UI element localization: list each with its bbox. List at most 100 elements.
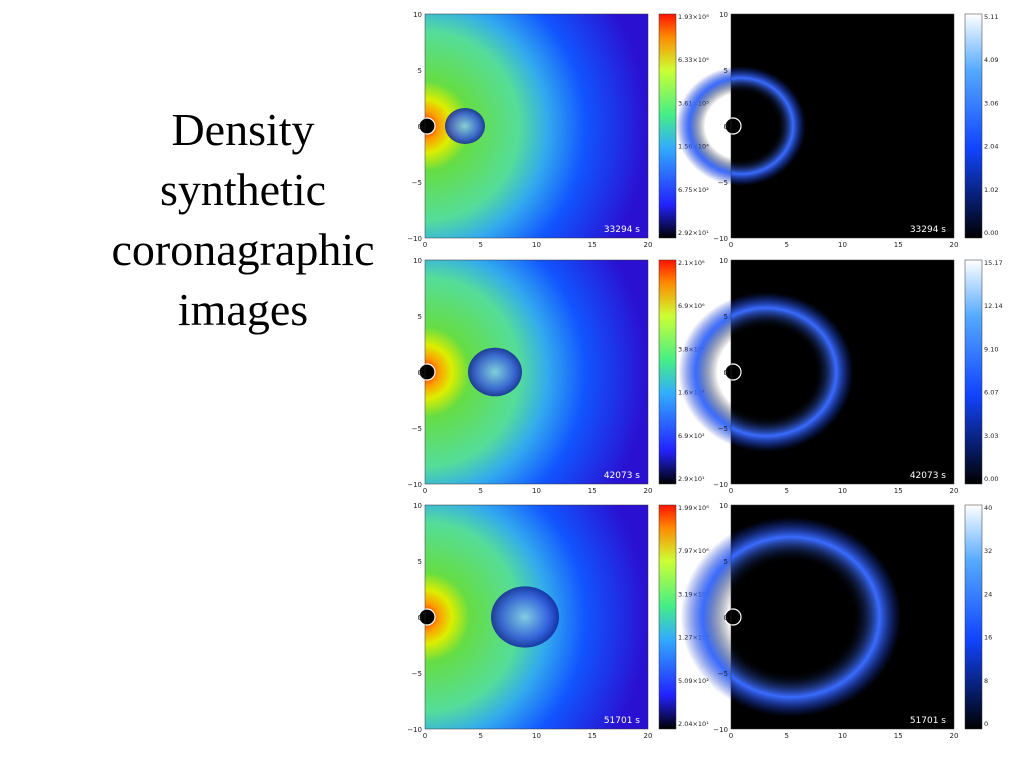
x-tick-label: 10 xyxy=(838,487,847,495)
y-tick-label: −5 xyxy=(412,179,422,187)
x-tick-label: 15 xyxy=(894,732,903,740)
colorbar-label: 0.00 xyxy=(984,475,998,483)
title-line: images xyxy=(178,284,308,335)
time-label: 42073 s xyxy=(604,471,640,481)
density-image xyxy=(425,260,648,484)
x-tick-label: 0 xyxy=(423,487,427,495)
colorbar-label: 2.1×10⁸ xyxy=(678,259,705,267)
cme-bubble xyxy=(491,586,559,648)
x-tick-label: 20 xyxy=(644,241,653,249)
y-tick-label: −5 xyxy=(412,425,422,433)
y-tick-label: 5 xyxy=(724,558,728,566)
x-tick-label: 0 xyxy=(729,732,733,740)
y-tick-label: 0 xyxy=(418,369,422,377)
y-tick-label: 10 xyxy=(413,257,422,265)
occulter xyxy=(724,363,742,381)
colorbar-label: 24 xyxy=(984,590,992,598)
colorbar-label: 1.02 xyxy=(984,186,998,194)
x-tick-label: 20 xyxy=(644,732,653,740)
y-tick-label: 5 xyxy=(724,67,728,75)
colorbar-label: 4.09 xyxy=(984,56,998,64)
panel-frame xyxy=(730,259,955,485)
colorbar-label: 2.92×10¹ xyxy=(678,229,709,237)
colorbar xyxy=(964,504,983,730)
colorbar-label: 5.09×10² xyxy=(678,677,709,685)
x-tick-label: 10 xyxy=(838,241,847,249)
y-tick-label: 10 xyxy=(413,502,422,510)
x-tick-label: 15 xyxy=(588,732,597,740)
y-tick-label: 10 xyxy=(719,11,728,19)
y-tick-label: 10 xyxy=(719,502,728,510)
y-tick-label: 5 xyxy=(418,67,422,75)
y-tick-label: 5 xyxy=(418,558,422,566)
panel-frame xyxy=(424,13,649,239)
title-line: coronagraphic xyxy=(111,224,374,275)
colorbar-label: 6.07 xyxy=(984,389,998,397)
colorbar-label: 12.14 xyxy=(984,302,1003,310)
colorbar-label: 1.99×10⁸ xyxy=(678,504,709,512)
x-tick-label: 10 xyxy=(532,241,541,249)
cme-front xyxy=(678,292,854,452)
panel-frame xyxy=(730,504,955,730)
colorbar-label: 9.10 xyxy=(984,345,998,353)
time-label: 33294 s xyxy=(910,225,946,235)
occulter xyxy=(724,117,742,135)
slide-title: Density synthetic coronagraphic images xyxy=(111,104,374,335)
colorbar xyxy=(964,13,983,239)
colorbar xyxy=(658,504,677,730)
x-tick-label: 15 xyxy=(894,241,903,249)
colorbar-label: 6.9×10² xyxy=(678,432,705,440)
time-label: 33294 s xyxy=(604,225,640,235)
colorbar xyxy=(658,259,677,485)
occulter xyxy=(418,117,436,135)
x-tick-label: 15 xyxy=(588,487,597,495)
x-tick-label: 5 xyxy=(479,732,483,740)
colorbar-label: 6.33×10⁶ xyxy=(678,56,709,64)
x-tick-label: 5 xyxy=(785,487,789,495)
y-tick-label: 0 xyxy=(724,369,728,377)
x-tick-label: 20 xyxy=(950,241,959,249)
y-tick-label: −10 xyxy=(407,481,422,489)
time-label: 51701 s xyxy=(910,716,946,726)
title-line: synthetic xyxy=(160,164,326,215)
y-tick-label: −10 xyxy=(407,726,422,734)
y-tick-label: −10 xyxy=(713,481,728,489)
y-tick-label: −5 xyxy=(718,670,728,678)
y-tick-label: 10 xyxy=(719,257,728,265)
y-tick-label: 5 xyxy=(724,313,728,321)
x-tick-label: 5 xyxy=(479,241,483,249)
x-tick-label: 5 xyxy=(785,241,789,249)
y-tick-label: 0 xyxy=(418,614,422,622)
x-tick-label: 15 xyxy=(588,241,597,249)
title-line: Density xyxy=(171,104,314,155)
occulter xyxy=(418,363,436,381)
time-label: 51701 s xyxy=(604,716,640,726)
y-tick-label: 0 xyxy=(724,123,728,131)
x-tick-label: 0 xyxy=(729,241,733,249)
colorbar-label: 32 xyxy=(984,547,992,555)
colorbar-label: 6.75×10² xyxy=(678,186,709,194)
x-tick-label: 20 xyxy=(950,732,959,740)
colorbar-label: 2.04 xyxy=(984,143,998,151)
cme-front xyxy=(680,517,902,717)
y-tick-label: 0 xyxy=(418,123,422,131)
y-tick-label: 10 xyxy=(413,11,422,19)
x-tick-label: 10 xyxy=(532,487,541,495)
x-tick-label: 0 xyxy=(729,487,733,495)
x-tick-label: 10 xyxy=(838,732,847,740)
cme-bubble xyxy=(445,108,485,144)
x-tick-label: 20 xyxy=(644,487,653,495)
colorbar-label: 7.97×10⁶ xyxy=(678,547,709,555)
panel-frame xyxy=(730,13,955,239)
time-label: 42073 s xyxy=(910,471,946,481)
colorbar-label: 3.06 xyxy=(984,99,998,107)
colorbar-label: 5.11 xyxy=(984,13,998,21)
